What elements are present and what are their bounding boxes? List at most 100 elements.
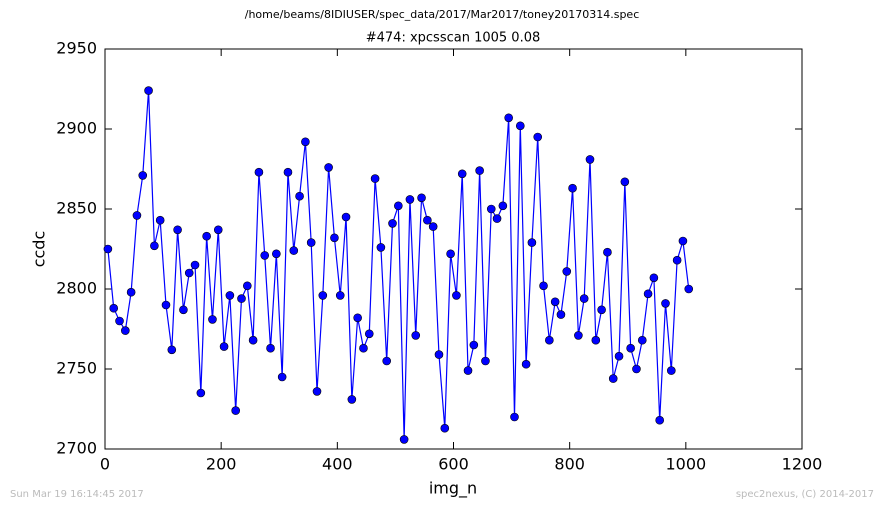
data-point bbox=[161, 300, 171, 310]
data-point bbox=[248, 335, 258, 345]
data-point bbox=[574, 331, 583, 340]
data-point bbox=[463, 366, 473, 375]
y-tick-label: 2700 bbox=[56, 439, 97, 458]
data-point bbox=[208, 315, 217, 324]
x-tick-label: 600 bbox=[438, 455, 469, 474]
y-tick-label: 2750 bbox=[56, 359, 97, 378]
data-point bbox=[579, 294, 589, 303]
data-point bbox=[539, 281, 548, 291]
x-tick-label: 1200 bbox=[782, 455, 823, 474]
data-point bbox=[115, 316, 124, 326]
data-point bbox=[132, 211, 142, 220]
data-point bbox=[347, 395, 357, 404]
data-point bbox=[103, 244, 113, 254]
data-point bbox=[312, 387, 322, 396]
data-point bbox=[353, 313, 362, 323]
data-point bbox=[608, 374, 618, 383]
data-point bbox=[643, 289, 653, 299]
data-point bbox=[394, 201, 403, 211]
data-point bbox=[243, 281, 252, 291]
data-point bbox=[335, 291, 345, 300]
data-point bbox=[626, 343, 635, 353]
data-point bbox=[591, 335, 601, 345]
data-point bbox=[289, 246, 299, 255]
data-point bbox=[330, 233, 339, 243]
data-point bbox=[655, 415, 664, 425]
y-tick-label: 2950 bbox=[56, 39, 97, 58]
data-point bbox=[272, 249, 281, 259]
data-point bbox=[533, 132, 543, 142]
data-point bbox=[492, 214, 502, 223]
data-point bbox=[637, 335, 647, 345]
data-point bbox=[324, 163, 333, 172]
data-point bbox=[521, 359, 531, 369]
data-point bbox=[173, 225, 182, 235]
data-point bbox=[649, 273, 659, 283]
data-point bbox=[190, 260, 200, 270]
y-tick-label: 2850 bbox=[56, 199, 97, 218]
data-point bbox=[126, 287, 136, 297]
data-point bbox=[144, 86, 153, 95]
data-point bbox=[266, 343, 275, 353]
data-point bbox=[196, 388, 206, 398]
data-point bbox=[632, 364, 641, 374]
data-point bbox=[446, 249, 455, 259]
x-tick-label: 200 bbox=[206, 455, 237, 474]
data-point bbox=[614, 351, 624, 361]
data-point bbox=[486, 204, 496, 214]
data-point bbox=[388, 219, 397, 228]
data-point bbox=[376, 243, 386, 252]
data-point bbox=[341, 212, 351, 222]
data-point bbox=[260, 251, 270, 260]
data-point bbox=[202, 231, 211, 241]
data-point bbox=[428, 222, 438, 231]
data-point bbox=[597, 305, 606, 315]
data-point bbox=[603, 247, 612, 257]
data-point bbox=[585, 155, 595, 164]
data-point bbox=[417, 193, 426, 203]
data-point bbox=[318, 291, 328, 300]
data-point bbox=[179, 305, 188, 315]
data-point bbox=[661, 299, 670, 308]
chart-subtitle: #474: xpcsscan 1005 0.08 bbox=[366, 31, 541, 46]
x-axis-label: img_n bbox=[429, 479, 477, 499]
data-point bbox=[138, 171, 148, 180]
data-point bbox=[231, 406, 240, 415]
data-point bbox=[277, 372, 287, 382]
data-point bbox=[155, 215, 165, 225]
y-tick-label: 2800 bbox=[56, 279, 97, 298]
data-point bbox=[370, 174, 380, 183]
data-point bbox=[684, 284, 694, 294]
data-point bbox=[527, 238, 537, 247]
data-point bbox=[550, 297, 560, 307]
data-point bbox=[359, 343, 368, 353]
data-point bbox=[481, 356, 490, 366]
y-tick-label: 2900 bbox=[56, 119, 97, 138]
x-tick-label: 800 bbox=[554, 455, 585, 474]
data-point bbox=[225, 291, 235, 300]
data-point bbox=[213, 225, 223, 235]
data-point bbox=[301, 137, 310, 147]
data-point bbox=[254, 167, 264, 177]
data-point bbox=[475, 166, 484, 175]
data-point bbox=[498, 201, 508, 211]
data-point bbox=[452, 291, 461, 300]
data-point bbox=[510, 412, 519, 422]
data-point bbox=[150, 241, 159, 251]
data-point bbox=[109, 303, 119, 313]
data-point bbox=[504, 113, 513, 123]
data-point bbox=[121, 326, 130, 335]
data-point bbox=[556, 310, 566, 319]
y-axis-label: ccdc bbox=[30, 231, 49, 268]
data-point bbox=[411, 331, 421, 340]
data-point bbox=[469, 340, 479, 350]
footer-right: spec2nexus, (C) 2014-2017 bbox=[736, 489, 874, 500]
data-point bbox=[620, 177, 630, 187]
data-point bbox=[405, 195, 415, 204]
data-point bbox=[562, 267, 572, 276]
data-point bbox=[434, 350, 444, 359]
data-point bbox=[440, 423, 450, 433]
data-point bbox=[515, 121, 525, 131]
data-point bbox=[678, 236, 688, 246]
